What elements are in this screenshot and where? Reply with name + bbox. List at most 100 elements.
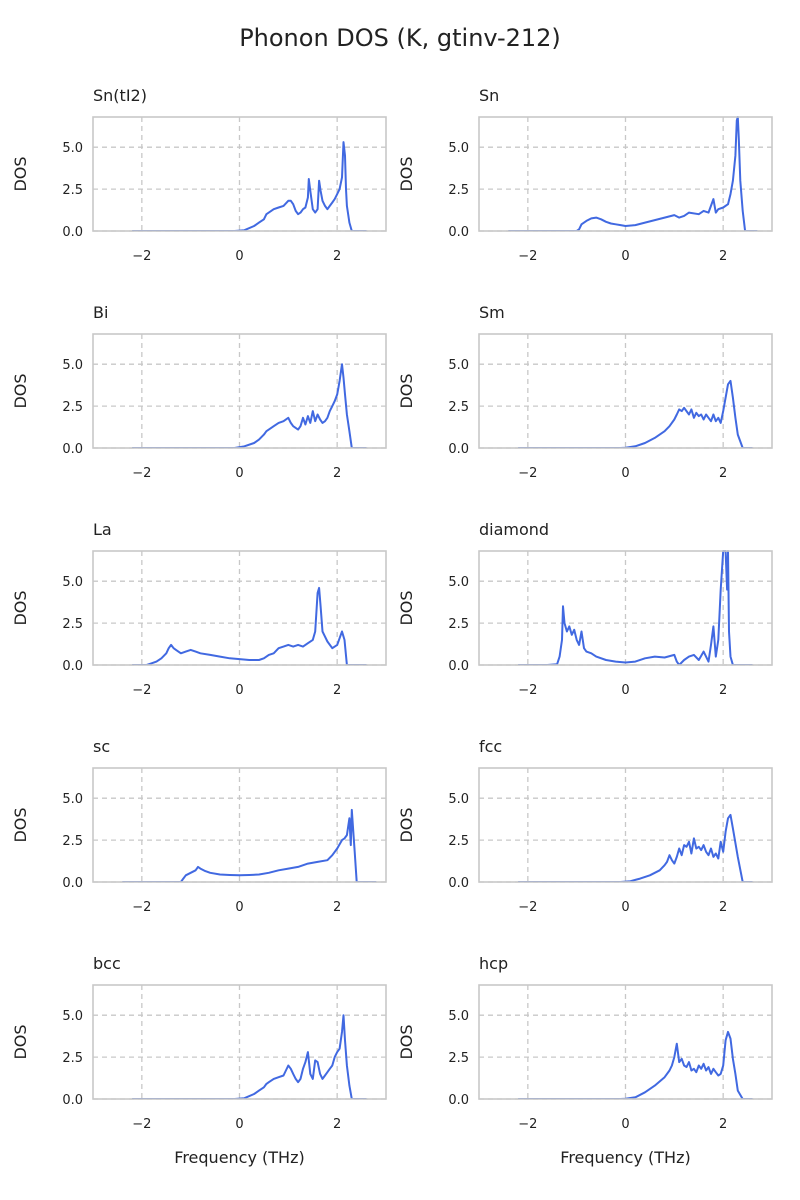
y-tick-label: 5.0 [62,575,83,590]
x-tick-label: 0 [235,1117,243,1132]
x-tick-label: 0 [235,683,243,698]
panel-title: hcp [479,954,508,973]
x-tick-label: −2 [132,1117,151,1132]
plot-frame [92,550,387,666]
figure-title: Phonon DOS (K, gtinv-212) [239,24,561,52]
y-tick-label: 2.5 [62,834,83,849]
dos-line [122,808,377,882]
y-tick-label: 0.0 [62,659,83,674]
panel-hcp: hcp −2 0 2 0.0 2.5 5.0 DOS Frequency (THz) [397,954,773,1167]
dos-line [508,116,758,231]
x-tick-label: 2 [719,683,727,698]
x-tick-label: 0 [235,900,243,915]
dos-line [132,1014,367,1099]
plot-frame [92,333,387,449]
panel-fcc: fcc −2 0 2 0.0 2.5 5.0 DOS [397,737,773,915]
y-tick-label: 0.0 [448,659,469,674]
x-tick-label: −2 [132,900,151,915]
panel-diamond: diamond −2 0 2 0.0 2.5 5.0 DOS [397,520,773,698]
dos-line [518,550,753,665]
y-axis-label: DOS [397,1024,416,1059]
plot-frame [478,333,773,449]
panel-title: La [93,520,112,539]
dos-line [132,586,367,665]
x-tick-label: 0 [235,466,243,481]
y-tick-label: 0.0 [62,1093,83,1108]
panel-title: fcc [479,737,502,756]
y-axis-label: DOS [11,807,30,842]
dos-line [132,141,367,231]
y-tick-label: 5.0 [62,1009,83,1024]
y-tick-label: 0.0 [448,442,469,457]
y-tick-label: 2.5 [62,617,83,632]
x-tick-label: 0 [621,249,629,264]
panel-title: Sm [479,303,505,322]
y-tick-label: 2.5 [448,1051,469,1066]
y-tick-label: 5.0 [448,358,469,373]
plot-frame [478,984,773,1100]
x-tick-label: 2 [333,466,341,481]
x-axis-label: Frequency (THz) [174,1148,304,1167]
x-tick-label: 2 [719,249,727,264]
dos-line [518,813,753,882]
y-axis-label: DOS [397,156,416,191]
panel-sn-ti2-: Sn(tI2) −2 0 2 0.0 2.5 5.0 DOS [11,86,387,264]
y-tick-label: 0.0 [448,225,469,240]
x-tick-label: −2 [132,466,151,481]
x-tick-label: 2 [333,900,341,915]
plot-frame [92,767,387,883]
y-tick-label: 2.5 [448,834,469,849]
panel-sn: Sn −2 0 2 0.0 2.5 5.0 DOS [397,86,773,264]
panel-la: La −2 0 2 0.0 2.5 5.0 DOS [11,520,387,698]
x-tick-label: 2 [719,466,727,481]
y-tick-label: 0.0 [62,225,83,240]
plot-frame [478,550,773,666]
x-axis-label: Frequency (THz) [560,1148,690,1167]
x-tick-label: 2 [719,1117,727,1132]
plot-frame [92,984,387,1100]
y-tick-label: 5.0 [448,792,469,807]
y-tick-label: 5.0 [448,575,469,590]
y-tick-label: 2.5 [62,183,83,198]
y-axis-label: DOS [11,590,30,625]
x-tick-label: −2 [132,249,151,264]
plot-frame [478,767,773,883]
y-axis-label: DOS [11,1024,30,1059]
x-tick-label: 0 [621,683,629,698]
x-tick-label: −2 [518,900,537,915]
y-axis-label: DOS [397,373,416,408]
dos-line [518,1030,753,1099]
panels: Sn(tI2) −2 0 2 0.0 2.5 5.0 DOS Sn −2 0 2 0.0 2.5 5.0 DO… [11,86,773,1167]
y-tick-label: 5.0 [62,141,83,156]
x-tick-label: −2 [132,683,151,698]
y-tick-label: 2.5 [448,183,469,198]
y-tick-label: 0.0 [448,1093,469,1108]
plot-frame [92,116,387,232]
y-tick-label: 5.0 [448,1009,469,1024]
panel-title: sc [93,737,110,756]
y-tick-label: 5.0 [448,141,469,156]
panel-sm: Sm −2 0 2 0.0 2.5 5.0 DOS [397,303,773,481]
dos-line [518,379,753,448]
x-tick-label: −2 [518,249,537,264]
y-axis-label: DOS [397,590,416,625]
dos-line [132,363,367,448]
panel-title: Bi [93,303,108,322]
panel-title: bcc [93,954,121,973]
y-tick-label: 0.0 [448,876,469,891]
y-tick-label: 5.0 [62,792,83,807]
y-tick-label: 2.5 [62,400,83,415]
y-tick-label: 0.0 [62,876,83,891]
panel-bi: Bi −2 0 2 0.0 2.5 5.0 DOS [11,303,387,481]
y-tick-label: 2.5 [62,1051,83,1066]
y-axis-label: DOS [11,156,30,191]
plot-frame [478,116,773,232]
x-tick-label: 0 [621,900,629,915]
panel-title: Sn(tI2) [93,86,147,105]
y-axis-label: DOS [11,373,30,408]
x-tick-label: 2 [333,683,341,698]
panel-title: diamond [479,520,549,539]
x-tick-label: 2 [333,249,341,264]
